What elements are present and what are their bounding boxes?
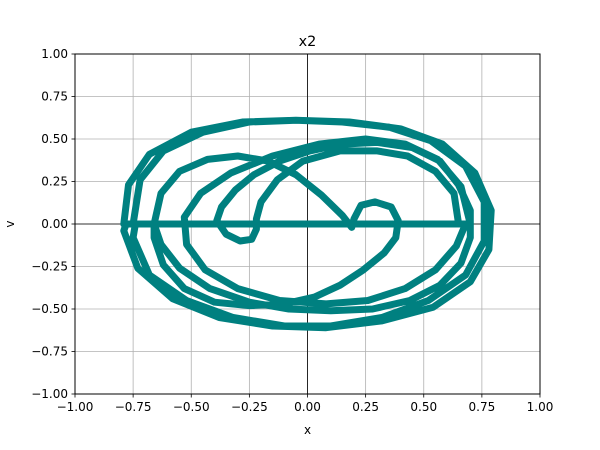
- x-tick-label: 1.00: [527, 400, 554, 414]
- x-tick-label: −0.25: [231, 400, 268, 414]
- x-tick-label: 0.25: [352, 400, 379, 414]
- y-tick-label: 0.75: [41, 90, 68, 104]
- series-layer: [120, 116, 495, 332]
- y-ticks: −1.00 −0.75 −0.50 −0.25 0.00 0.25 0.50 0.75 1.00: [31, 47, 75, 401]
- x-tick-label: 0.75: [469, 400, 496, 414]
- y-tick-label: −0.25: [31, 260, 68, 274]
- x-tick-label: −0.75: [115, 400, 152, 414]
- y-tick-label: 0.00: [41, 217, 68, 231]
- y-tick-label: 1.00: [41, 47, 68, 61]
- x-tick-label: 0.50: [410, 400, 437, 414]
- y-axis-label: v: [3, 220, 17, 227]
- x-tick-label: −1.00: [57, 400, 94, 414]
- y-tick-label: 0.25: [41, 175, 68, 189]
- chart-title: x2: [299, 34, 317, 50]
- y-tick-label: −0.75: [31, 345, 68, 359]
- x-ticks: −1.00 −0.75 −0.50 −0.25 0.00 0.25 0.50 0.75 1.00: [57, 394, 554, 414]
- y-tick-label: 0.50: [41, 132, 68, 146]
- x-tick-label: 0.00: [294, 400, 321, 414]
- y-tick-label: −1.00: [31, 387, 68, 401]
- x-axis-label: x: [304, 423, 311, 437]
- x-tick-label: −0.50: [173, 400, 210, 414]
- y-tick-label: −0.50: [31, 302, 68, 316]
- phase-trajectory-line: [120, 116, 495, 332]
